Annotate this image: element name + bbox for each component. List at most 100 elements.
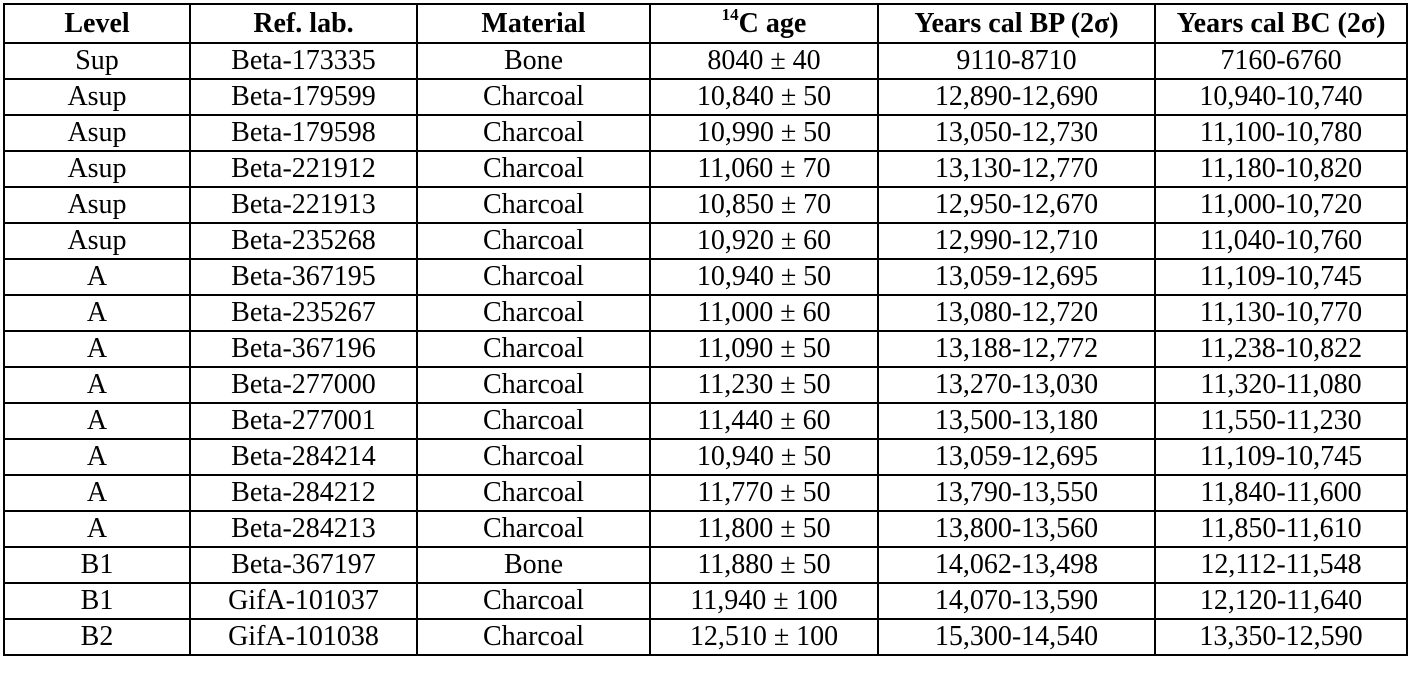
ref-lab-cell: Beta-277001 bbox=[189, 402, 418, 440]
cal-bc-cell: 11,320-11,080 bbox=[1154, 366, 1408, 404]
cal-bp-cell: 13,800-13,560 bbox=[877, 510, 1156, 548]
cal-bc-cell: 11,000-10,720 bbox=[1154, 186, 1408, 224]
ref-lab-cell: Beta-221912 bbox=[189, 150, 418, 188]
c14-age-cell: 11,000 ± 60 bbox=[649, 294, 879, 332]
cal-bc-cell: 11,238-10,822 bbox=[1154, 330, 1408, 368]
level-cell: Asup bbox=[3, 186, 191, 224]
level-cell: B2 bbox=[3, 618, 191, 656]
material-cell: Charcoal bbox=[416, 222, 651, 260]
table-row: Asup Beta-179599 Charcoal 10,840 ± 50 12,890… bbox=[3, 78, 1408, 116]
c14-age-cell: 11,440 ± 60 bbox=[649, 402, 879, 440]
cal-bc-cell: 11,850-11,610 bbox=[1154, 510, 1408, 548]
table-row: A Beta-277001 Charcoal 11,440 ± 60 13,500-13… bbox=[3, 402, 1408, 440]
table-row: Asup Beta-179598 Charcoal 10,990 ± 50 13,050… bbox=[3, 114, 1408, 152]
table-row: A Beta-367196 Charcoal 11,090 ± 50 13,188-12… bbox=[3, 330, 1408, 368]
cal-bp-cell: 13,790-13,550 bbox=[877, 474, 1156, 512]
cal-bp-cell: 12,990-12,710 bbox=[877, 222, 1156, 260]
level-cell: Asup bbox=[3, 114, 191, 152]
ref-lab-cell: GifA-101037 bbox=[189, 582, 418, 620]
ref-lab-cell: Beta-284213 bbox=[189, 510, 418, 548]
cal-bp-cell: 13,270-13,030 bbox=[877, 366, 1156, 404]
level-cell: B1 bbox=[3, 582, 191, 620]
table-row: A Beta-235267 Charcoal 11,000 ± 60 13,080-12… bbox=[3, 294, 1408, 332]
ref-lab-cell: Beta-235267 bbox=[189, 294, 418, 332]
table-row: A Beta-277000 Charcoal 11,230 ± 50 13,270-13… bbox=[3, 366, 1408, 404]
cal-bp-cell: 13,130-12,770 bbox=[877, 150, 1156, 188]
cal-bc-cell: 12,120-11,640 bbox=[1154, 582, 1408, 620]
cal-bp-cell: 12,950-12,670 bbox=[877, 186, 1156, 224]
table-row: Sup Beta-173335 Bone 8040 ± 40 9110-8710 7160… bbox=[3, 42, 1408, 80]
level-cell: A bbox=[3, 474, 191, 512]
table-body: Sup Beta-173335 Bone 8040 ± 40 9110-8710 7160… bbox=[3, 42, 1408, 656]
level-cell: A bbox=[3, 510, 191, 548]
cal-bp-cell: 13,059-12,695 bbox=[877, 258, 1156, 296]
radiocarbon-dates-table: Level Ref. lab. Material 14C age Years c… bbox=[3, 3, 1408, 656]
level-cell: A bbox=[3, 294, 191, 332]
header-cal-bp: Years cal BP (2σ) bbox=[877, 3, 1156, 44]
c14-age-cell: 12,510 ± 100 bbox=[649, 618, 879, 656]
c14-age-cell: 11,940 ± 100 bbox=[649, 582, 879, 620]
header-ref-lab: Ref. lab. bbox=[189, 3, 418, 44]
material-cell: Charcoal bbox=[416, 330, 651, 368]
cal-bc-cell: 13,350-12,590 bbox=[1154, 618, 1408, 656]
c14-age-cell: 11,060 ± 70 bbox=[649, 150, 879, 188]
cal-bc-cell: 11,840-11,600 bbox=[1154, 474, 1408, 512]
c14-age-cell: 10,850 ± 70 bbox=[649, 186, 879, 224]
level-cell: Asup bbox=[3, 222, 191, 260]
ref-lab-cell: GifA-101038 bbox=[189, 618, 418, 656]
c14-age-cell: 10,990 ± 50 bbox=[649, 114, 879, 152]
cal-bc-cell: 11,180-10,820 bbox=[1154, 150, 1408, 188]
cal-bp-cell: 13,500-13,180 bbox=[877, 402, 1156, 440]
table-row: A Beta-284214 Charcoal 10,940 ± 50 13,059-12… bbox=[3, 438, 1408, 476]
material-cell: Charcoal bbox=[416, 114, 651, 152]
ref-lab-cell: Beta-367195 bbox=[189, 258, 418, 296]
header-row: Level Ref. lab. Material 14C age Years c… bbox=[3, 3, 1408, 44]
table-row: B2 GifA-101038 Charcoal 12,510 ± 100 15,300-… bbox=[3, 618, 1408, 656]
c14-age-cell: 11,230 ± 50 bbox=[649, 366, 879, 404]
material-cell: Charcoal bbox=[416, 618, 651, 656]
level-cell: A bbox=[3, 366, 191, 404]
cal-bc-cell: 11,109-10,745 bbox=[1154, 258, 1408, 296]
material-cell: Charcoal bbox=[416, 402, 651, 440]
table-row: A Beta-367195 Charcoal 10,940 ± 50 13,059-12… bbox=[3, 258, 1408, 296]
table-row: Asup Beta-221913 Charcoal 10,850 ± 70 12,950… bbox=[3, 186, 1408, 224]
cal-bc-cell: 11,130-10,770 bbox=[1154, 294, 1408, 332]
material-cell: Charcoal bbox=[416, 294, 651, 332]
level-cell: B1 bbox=[3, 546, 191, 584]
table-row: B1 GifA-101037 Charcoal 11,940 ± 100 14,070-… bbox=[3, 582, 1408, 620]
ref-lab-cell: Beta-367197 bbox=[189, 546, 418, 584]
cal-bc-cell: 11,109-10,745 bbox=[1154, 438, 1408, 476]
cal-bc-cell: 12,112-11,548 bbox=[1154, 546, 1408, 584]
material-cell: Charcoal bbox=[416, 510, 651, 548]
table-header: Level Ref. lab. Material 14C age Years c… bbox=[3, 3, 1408, 44]
header-material: Material bbox=[416, 3, 651, 44]
ref-lab-cell: Beta-284212 bbox=[189, 474, 418, 512]
material-cell: Charcoal bbox=[416, 366, 651, 404]
table-row: Asup Beta-235268 Charcoal 10,920 ± 60 12,990… bbox=[3, 222, 1408, 260]
header-level: Level bbox=[3, 3, 191, 44]
c14-age-cell: 11,770 ± 50 bbox=[649, 474, 879, 512]
cal-bp-cell: 12,890-12,690 bbox=[877, 78, 1156, 116]
material-cell: Charcoal bbox=[416, 474, 651, 512]
header-cal-bc: Years cal BC (2σ) bbox=[1154, 3, 1408, 44]
c14-age-cell: 11,880 ± 50 bbox=[649, 546, 879, 584]
c14-age-cell: 8040 ± 40 bbox=[649, 42, 879, 80]
cal-bc-cell: 7160-6760 bbox=[1154, 42, 1408, 80]
material-cell: Charcoal bbox=[416, 150, 651, 188]
c14-age-cell: 10,940 ± 50 bbox=[649, 438, 879, 476]
level-cell: Sup bbox=[3, 42, 191, 80]
material-cell: Bone bbox=[416, 42, 651, 80]
header-c14-age-label: C age bbox=[738, 7, 807, 39]
cal-bc-cell: 11,100-10,780 bbox=[1154, 114, 1408, 152]
c14-age-cell: 10,840 ± 50 bbox=[649, 78, 879, 116]
material-cell: Charcoal bbox=[416, 258, 651, 296]
ref-lab-cell: Beta-367196 bbox=[189, 330, 418, 368]
ref-lab-cell: Beta-173335 bbox=[189, 42, 418, 80]
material-cell: Charcoal bbox=[416, 582, 651, 620]
c14-age-cell: 10,940 ± 50 bbox=[649, 258, 879, 296]
c14-age-cell: 11,800 ± 50 bbox=[649, 510, 879, 548]
level-cell: Asup bbox=[3, 150, 191, 188]
material-cell: Charcoal bbox=[416, 186, 651, 224]
table-row: B1 Beta-367197 Bone 11,880 ± 50 14,062-13,49… bbox=[3, 546, 1408, 584]
c14-age-cell: 11,090 ± 50 bbox=[649, 330, 879, 368]
